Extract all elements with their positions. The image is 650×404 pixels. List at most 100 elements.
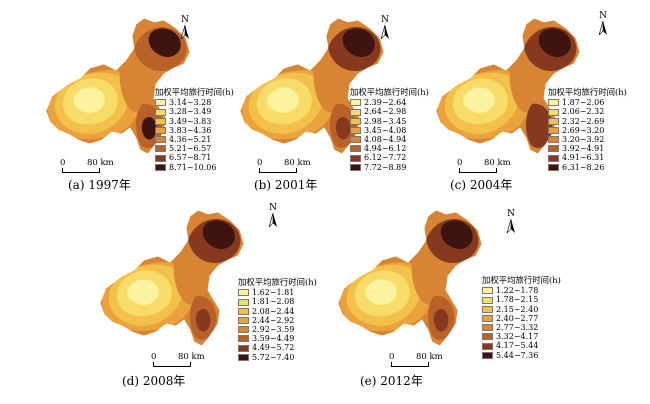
legend-swatch	[238, 298, 249, 306]
legend-range-label: 2.64~2.98	[364, 107, 407, 117]
legend-row: 2.69~3.20	[548, 126, 627, 135]
legend-row: 4.94~6.12	[350, 144, 429, 153]
travel-time-zone	[463, 87, 495, 113]
legend-row: 6.57~8.71	[155, 153, 234, 162]
legend-range-label: 2.39~2.64	[364, 98, 407, 108]
legend-range-label: 3.59~4.49	[252, 334, 295, 344]
legend-swatch	[350, 136, 361, 144]
travel-time-zone	[127, 279, 159, 305]
travel-time-zone	[342, 28, 375, 58]
legend: 加权平均旅行时间(h) 1.62~1.81 1.81~2.08 2.08~2.44 2…	[238, 277, 317, 362]
legend-row: 2.40~2.77	[482, 314, 561, 323]
legend-row: 6.12~7.72	[350, 153, 429, 162]
legend-range-label: 4.08~4.94	[364, 135, 407, 145]
legend: 加权平均旅行时间(h) 1.87~2.06 2.06~2.32 2.32~2.69 2…	[548, 87, 627, 172]
legend-swatch	[482, 305, 493, 313]
legend-range-label: 2.08~2.44	[252, 306, 295, 316]
legend-swatch	[155, 163, 166, 171]
legend-row: 6.31~8.26	[548, 163, 627, 172]
legend-swatch	[155, 117, 166, 125]
legend-row: 7.72~8.89	[350, 163, 429, 172]
legend-row: 2.08~2.44	[238, 307, 317, 316]
legend-range-label: 1.22~1.78	[496, 286, 539, 296]
legend-range-label: 2.92~3.59	[252, 325, 295, 335]
choropleth-map	[239, 17, 385, 155]
legend-range-label: 4.36~5.21	[169, 135, 212, 145]
legend-swatch	[482, 324, 493, 332]
legend-swatch	[350, 145, 361, 153]
legend-row: 3.14~3.28	[155, 98, 234, 107]
legend-title: 加权平均旅行时间(h)	[548, 87, 627, 97]
legend-row: 3.45~4.08	[350, 126, 429, 135]
legend-row: 1.87~2.06	[548, 98, 627, 107]
legend-row: 4.91~6.31	[548, 153, 627, 162]
legend-swatch	[548, 126, 559, 134]
legend-row: 4.36~5.21	[155, 135, 234, 144]
scale-bar: 0 80 km	[388, 352, 508, 367]
legend-swatch	[548, 145, 559, 153]
scale-bar: 0 80 km	[59, 158, 179, 173]
legend-swatch	[155, 99, 166, 107]
panel-caption: (c) 2004年	[450, 178, 513, 192]
panel-caption: (b) 2001年	[254, 178, 318, 192]
legend-range-label: 2.06~2.32	[562, 107, 605, 117]
panel-caption: (e) 2012年	[360, 374, 423, 388]
legend-range-label: 4.94~6.12	[364, 144, 407, 154]
north-arrow-icon: N	[596, 12, 610, 35]
legend-range-label: 3.14~3.28	[169, 98, 212, 108]
legend-range-label: 1.81~2.08	[252, 297, 295, 307]
legend-swatch	[238, 353, 249, 361]
legend-row: 2.77~3.32	[482, 323, 561, 332]
legend-row: 5.72~7.40	[238, 353, 317, 362]
legend-row: 2.15~2.40	[482, 305, 561, 314]
north-label: N	[599, 11, 607, 21]
legend-row: 2.98~3.45	[350, 117, 429, 126]
legend-swatch	[238, 326, 249, 334]
north-label: N	[381, 15, 389, 25]
scale-distance-label: 80 km	[484, 158, 511, 168]
legend-range-label: 2.40~2.77	[496, 313, 539, 323]
legend-range-label: 2.69~3.20	[562, 125, 605, 135]
legend-row: 4.08~4.94	[350, 135, 429, 144]
legend-swatch	[482, 342, 493, 350]
legend-range-label: 2.32~2.69	[562, 116, 605, 126]
legend-range-label: 6.31~8.26	[562, 162, 605, 172]
legend-title: 加权平均旅行时间(h)	[482, 275, 561, 285]
legend-row: 3.32~4.17	[482, 332, 561, 341]
legend-swatch	[548, 117, 559, 125]
choropleth-map	[337, 209, 483, 347]
legend-row: 3.28~3.49	[155, 107, 234, 116]
legend-swatch	[548, 163, 559, 171]
legend-swatch	[482, 351, 493, 359]
legend-range-label: 2.15~2.40	[496, 304, 539, 314]
scale-bar: 0 80 km	[456, 158, 576, 173]
legend-swatch	[350, 117, 361, 125]
legend-row: 4.49~5.72	[238, 343, 317, 352]
legend-range-label: 3.83~4.36	[169, 125, 212, 135]
legend-row: 3.59~4.49	[238, 334, 317, 343]
travel-time-zone	[119, 57, 155, 113]
legend-title: 加权平均旅行时间(h)	[350, 87, 429, 97]
legend: 加权平均旅行时间(h) 1.22~1.78 1.78~2.15 2.15~2.40 2…	[482, 275, 561, 360]
choropleth-map	[99, 209, 245, 347]
travel-time-zone	[538, 28, 571, 58]
legend-range-label: 5.21~6.57	[169, 144, 212, 154]
scale-zero-label: 0	[60, 158, 66, 168]
legend-range-label: 5.44~7.36	[496, 350, 539, 360]
legend-range-label: 3.20~3.92	[562, 135, 605, 145]
travel-time-zone	[73, 87, 105, 113]
legend-range-label: 6.12~7.72	[364, 153, 407, 163]
travel-time-zone	[509, 57, 545, 113]
north-label: N	[181, 15, 189, 25]
travel-time-zone	[365, 279, 397, 305]
legend-range-label: 2.77~3.32	[496, 323, 539, 333]
legend-swatch	[548, 136, 559, 144]
legend-range-label: 3.92~4.91	[562, 144, 605, 154]
legend-range-label: 3.45~4.08	[364, 125, 407, 135]
legend-row: 8.71~10.06	[155, 163, 234, 172]
legend-swatch	[350, 99, 361, 107]
legend-swatch	[350, 163, 361, 171]
travel-time-zone	[173, 249, 209, 305]
travel-time-zone	[335, 116, 351, 140]
legend-range-label: 4.17~5.44	[496, 341, 539, 351]
